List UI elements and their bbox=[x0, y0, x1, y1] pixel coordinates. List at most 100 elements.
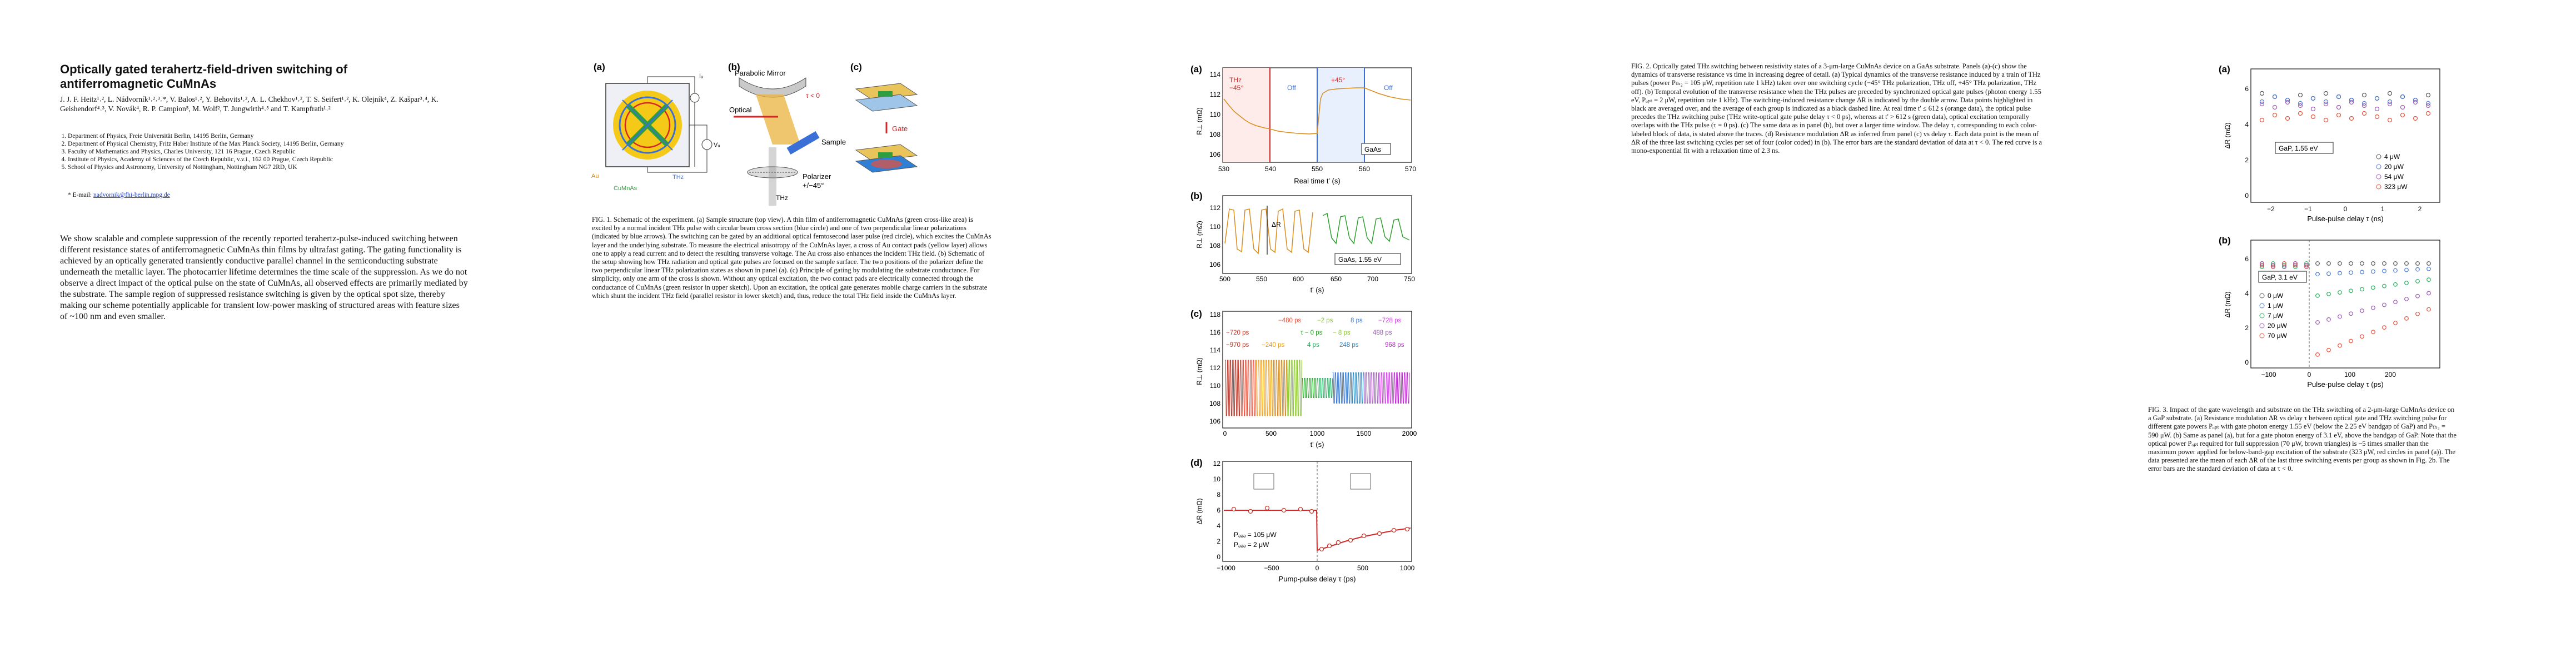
fig2d-data-point bbox=[1231, 506, 1237, 512]
fig2d-fit-curve bbox=[1224, 510, 1411, 551]
fig3a-ann-box bbox=[2275, 142, 2334, 154]
fig2c-delay: −240 ps bbox=[1262, 342, 1284, 349]
fig2c-panel: (c) −480 ps −2 ps 8 ps −728 ps −720 ps τ… bbox=[1190, 308, 1417, 449]
fig3a-xtick: −1 bbox=[2304, 205, 2312, 213]
fig3a-data-point bbox=[2361, 92, 2367, 98]
fig2c-trace-segment bbox=[1271, 360, 1287, 416]
fig2a-thz-minus-region bbox=[1223, 68, 1270, 162]
fig3a-data-points bbox=[2259, 91, 2431, 123]
fig2b-ann-gaas: GaAs, 1.55 eV bbox=[1338, 256, 1382, 263]
fig1b-parabolic-mirror bbox=[739, 77, 806, 98]
fig3a-data-point bbox=[2323, 99, 2329, 104]
fig3b-data-point bbox=[2415, 279, 2420, 283]
fig3b-data-point bbox=[2371, 269, 2375, 274]
fig3b-data-point bbox=[2326, 292, 2331, 296]
email-link[interactable]: nadvornik@fhi-berlin.mpg.de bbox=[93, 192, 170, 198]
fig2c-xtick: 1500 bbox=[1357, 430, 1372, 437]
fig3a-data-point bbox=[2413, 116, 2418, 121]
fig3b-legend-marker bbox=[2259, 323, 2265, 328]
fig3b-data-point bbox=[2393, 261, 2398, 266]
fig2c-trace-segment bbox=[1394, 372, 1410, 404]
fig3b-legend-marker bbox=[2259, 303, 2265, 308]
fig3b-data-point bbox=[2415, 293, 2420, 298]
fig3a-ytick: 4 bbox=[2245, 121, 2249, 128]
fig3a-data-point bbox=[2336, 104, 2341, 110]
fig2a-xtick: 570 bbox=[1405, 165, 1416, 173]
fig3b-ann-box bbox=[2258, 271, 2307, 283]
email-label: * E-mail: bbox=[68, 192, 92, 198]
affiliation-list: Department of Physics, Freie Universität… bbox=[56, 132, 457, 171]
fig2b-xtick: 750 bbox=[1404, 275, 1415, 283]
fig3b-data-point bbox=[2282, 261, 2286, 266]
fig3b-data-point bbox=[2360, 308, 2364, 313]
fig3a-data-point bbox=[2374, 114, 2380, 120]
fig3b-data-point bbox=[2382, 325, 2386, 330]
fig2c-xtick: 2000 bbox=[1402, 430, 1417, 437]
fig2d-data-point bbox=[1309, 509, 1314, 514]
fig2b-ytick: 110 bbox=[1210, 223, 1220, 231]
fig2a-ann-gaas: GaAs bbox=[1364, 146, 1381, 153]
fig3b-data-point bbox=[2382, 302, 2386, 307]
fig2b-ylabel: R⊥ (mΩ) bbox=[1195, 221, 1203, 248]
fig3b-data-point bbox=[2315, 261, 2320, 266]
fig3a-data-point bbox=[2272, 112, 2278, 118]
fig3a-legend: 54 μW bbox=[2384, 173, 2404, 181]
fig3b-legend-marker bbox=[2259, 333, 2265, 339]
fig2a-ytick: 108 bbox=[1209, 131, 1220, 138]
fig2c-label: (c) bbox=[1190, 308, 1202, 319]
fig2d-data-point bbox=[1404, 526, 1410, 532]
fig3b-data-point bbox=[2326, 261, 2331, 266]
fig3b-data-point bbox=[2393, 300, 2398, 305]
fig3b-legend: 7 μW bbox=[2268, 312, 2284, 320]
fig2c-delay-labels: −480 ps −2 ps 8 ps −728 ps −720 ps τ − 0… bbox=[1226, 317, 1404, 349]
fig2c-trace-segment bbox=[1255, 360, 1272, 416]
fig2a-ytick: 112 bbox=[1210, 91, 1220, 98]
fig2c-delay: 248 ps bbox=[1339, 342, 1359, 349]
fig3a-xtick: 2 bbox=[2418, 205, 2422, 213]
fig3b-data-point bbox=[2315, 320, 2320, 325]
fig3b-data-point bbox=[2315, 272, 2320, 277]
fig2c-xtick: 1000 bbox=[1310, 430, 1325, 437]
fig1a-label-vw: Vᵤ bbox=[714, 142, 720, 148]
fig2c-delay: −720 ps bbox=[1226, 330, 1249, 336]
fig3b-data-point bbox=[2271, 265, 2275, 269]
fig3a-xlabel: Pulse-pulse delay τ (ns) bbox=[2307, 215, 2383, 223]
fig3b-data-point bbox=[2404, 297, 2409, 301]
fig1a-label-iw: Iᵤ bbox=[699, 73, 703, 79]
fig3a-data-point bbox=[2425, 103, 2431, 108]
fig2c-ytick: 108 bbox=[1209, 400, 1220, 407]
fig3b-data-point bbox=[2360, 334, 2364, 339]
fig2c-trace-segment bbox=[1378, 372, 1394, 404]
fig2d-data-point bbox=[1361, 533, 1367, 539]
fig2a-ann-thz-minus-angle: −45° bbox=[1229, 84, 1243, 92]
fig2a-ytick: 110 bbox=[1210, 111, 1220, 118]
fig1c-label-gate: Gate bbox=[892, 125, 908, 133]
fig2c-ytick: 116 bbox=[1210, 328, 1220, 336]
fig3a-data-point bbox=[2413, 97, 2418, 103]
fig2c-delay: −728 ps bbox=[1378, 317, 1401, 324]
fig2a-xtick: 560 bbox=[1359, 165, 1370, 173]
fig2c-delay: −2 ps bbox=[1317, 317, 1333, 324]
fig2c-trace-segment bbox=[1286, 360, 1302, 416]
fig2c-delay: −970 ps bbox=[1226, 342, 1249, 349]
fig1b-label-optical: Optical bbox=[729, 106, 752, 114]
figure-3: (a) GaP, 1.55 eV 4 μW 20 μW 54 μW 323 μW… bbox=[2218, 60, 2457, 394]
fig3b-data-point bbox=[2393, 282, 2398, 287]
figure-1-graphic: (a) (b) (c) Iᵤ Vᵤ Au CuMnAs THz Paraboli… bbox=[591, 62, 918, 206]
fig1b-label-polarizer-angle: +/−45° bbox=[803, 181, 824, 190]
fig3b-data-point bbox=[2382, 268, 2386, 273]
fig3a-data-point bbox=[2361, 101, 2367, 106]
fig3a-legend: 20 μW bbox=[2384, 163, 2404, 171]
fig3b-data-point bbox=[2360, 270, 2364, 275]
fig3b-data-point bbox=[2338, 290, 2342, 295]
fig3a-xtick: 0 bbox=[2344, 205, 2348, 213]
fig1a-label-thz: THz bbox=[672, 174, 684, 181]
fig3b-data-point bbox=[2371, 261, 2375, 266]
fig1-label-b: (b) bbox=[728, 62, 740, 72]
fig3a-data-point bbox=[2298, 103, 2303, 108]
fig3a-data-point bbox=[2400, 94, 2405, 99]
fig3a-xtick: 1 bbox=[2381, 205, 2385, 213]
fig2d-ytick: 6 bbox=[1217, 506, 1220, 514]
fig2c-delay: −480 ps bbox=[1278, 317, 1301, 324]
fig1c-photocarriers bbox=[871, 160, 902, 168]
